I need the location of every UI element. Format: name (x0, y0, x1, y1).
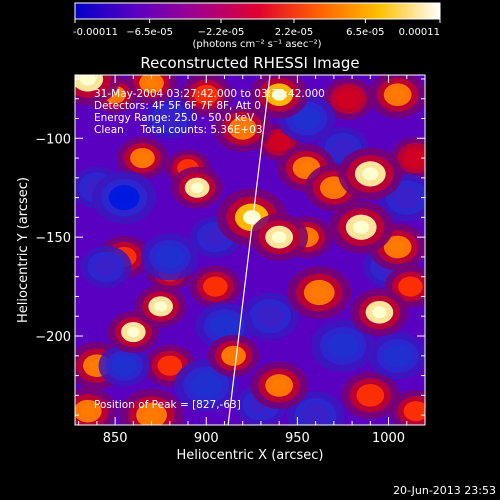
annotation-method-counts: Clean Total counts: 5.36E+03 (94, 124, 263, 136)
solar-limb-line (227, 75, 271, 425)
colorbar-tick-labels: -0.00011 −6.5e-05 −2.2e-05 2.2e-05 6.5e-05 0.… (73, 27, 440, 38)
colorbar-frame (74, 2, 441, 20)
emission-source (250, 361, 309, 410)
heatmap-image (75, 75, 425, 425)
emission-source (125, 75, 178, 104)
emission-source (207, 334, 260, 377)
x-tick-label: 1000 (372, 431, 405, 446)
x-tick-label: 900 (194, 431, 219, 446)
negative-region (310, 319, 376, 373)
colorbar-tick-label: 6.5e-05 (346, 27, 384, 38)
emission-source (350, 288, 409, 336)
emission-source (75, 387, 117, 425)
negative-region (368, 332, 425, 380)
x-axis-ticks: 850 900 950 1000 (78, 75, 426, 446)
plot-area: 850 900 950 1000 −100 −150 −200 (35, 74, 426, 446)
emission-source (75, 75, 120, 106)
colorbar-ticks (74, 19, 441, 23)
generation-timestamp: 20-Jun-2013 23:53 (393, 484, 496, 497)
emission-source (250, 213, 309, 261)
colorbar: -0.00011 −6.5e-05 −2.2e-05 2.2e-05 6.5e-05 0.… (73, 2, 441, 50)
emission-source (338, 147, 403, 201)
emission-source (329, 201, 394, 254)
y-tick-label: −100 (35, 132, 71, 147)
emission-source (341, 371, 400, 419)
colorbar-tick-label: 0.00011 (399, 27, 440, 38)
emission-source (107, 311, 159, 354)
emission-source (322, 77, 375, 120)
y-tick-label: −150 (35, 231, 71, 246)
y-tick-label: −200 (35, 330, 71, 345)
colorbar-units: (photons cm⁻² s⁻¹ asec⁻²) (192, 39, 321, 50)
negative-region (92, 171, 157, 224)
colorbar-tick-label: -0.00011 (73, 27, 118, 38)
y-axis-label: Heliocentric Y (arcsec) (16, 177, 31, 323)
emission-source (189, 265, 242, 308)
colorbar-gradient (75, 3, 440, 19)
chart-title: Reconstructed RHESSI Image (140, 54, 359, 72)
negative-region (144, 97, 196, 140)
emission-source (287, 266, 352, 319)
y-axis-ticks: −100 −150 −200 (35, 78, 425, 416)
colorbar-tick-label: 2.2e-05 (275, 27, 313, 38)
negative-region (140, 233, 199, 281)
emission-source (119, 388, 184, 425)
annotation-energy-range: Energy Range: 25.0 - 50.0 keV (94, 112, 255, 124)
annotation-overlay: 31-May-2004 03:27:42.000 to 03:33:42.000… (94, 88, 325, 411)
annotation-time-range: 31-May-2004 03:27:42.000 to 03:33:42.000 (94, 88, 325, 100)
negative-region (80, 245, 132, 288)
emission-source (116, 137, 169, 180)
emission-source (384, 265, 425, 308)
x-tick-label: 850 (103, 431, 128, 446)
emission-source (368, 75, 425, 119)
negative-region (98, 344, 150, 387)
emission-source (390, 390, 425, 425)
annotation-detectors: Detectors: 4F 5F 6F 7F 8F, Att 0 (94, 100, 261, 112)
plot-frame (74, 74, 426, 426)
emission-source (180, 75, 232, 116)
colorbar-tick-label: −2.2e-05 (198, 27, 245, 38)
colorbar-tick-label: −6.5e-05 (126, 27, 173, 38)
annotation-peak-position: Position of Peak = [827,-63] (94, 399, 241, 411)
emission-source (171, 166, 223, 209)
x-axis-label: Heliocentric X (arcsec) (177, 448, 324, 463)
emission-source (213, 104, 272, 153)
x-tick-label: 950 (285, 431, 310, 446)
emission-source (135, 285, 187, 328)
negative-region (241, 292, 299, 340)
negative-region (174, 359, 239, 412)
